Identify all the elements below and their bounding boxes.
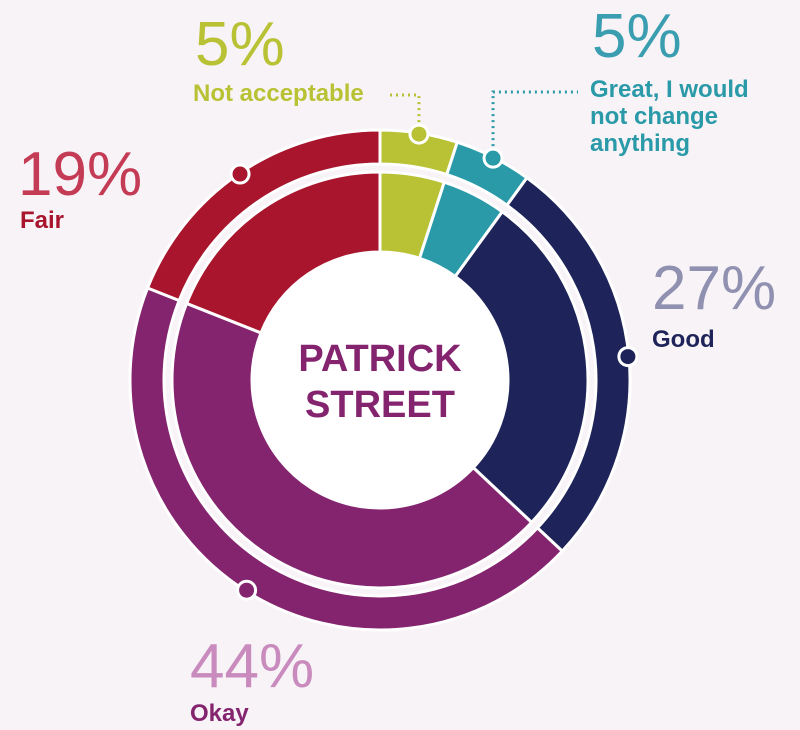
category-label: Not acceptable bbox=[193, 80, 364, 107]
leader bbox=[491, 90, 578, 159]
value-label: 27% bbox=[652, 254, 777, 323]
marker-dot bbox=[236, 579, 258, 601]
category-label: Good bbox=[652, 326, 715, 353]
outer-segment bbox=[145, 128, 382, 303]
value-label: 44% bbox=[190, 632, 315, 701]
category-label: Okay bbox=[190, 700, 249, 727]
value-label: 5% bbox=[592, 2, 682, 71]
category-label: Fair bbox=[20, 207, 65, 234]
marker-dot bbox=[482, 147, 504, 169]
marker-dot bbox=[617, 346, 639, 368]
marker-dot bbox=[408, 123, 430, 145]
value-label: 19% bbox=[18, 140, 143, 209]
chart-title: PATRICK STREET bbox=[298, 338, 462, 426]
leader bbox=[388, 93, 421, 135]
center-hole bbox=[251, 251, 509, 509]
value-label: 5% bbox=[195, 10, 285, 79]
marker-dot bbox=[229, 163, 251, 185]
category-label: Great, I would not change anything bbox=[590, 76, 749, 157]
